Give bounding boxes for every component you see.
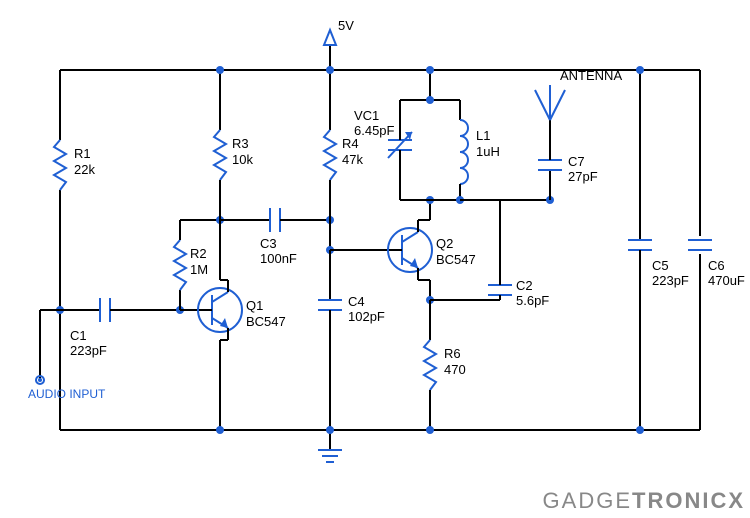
svg-text:R1: R1: [74, 146, 91, 161]
svg-text:47k: 47k: [342, 152, 363, 167]
capacitor-c4: C4 102pF: [318, 294, 385, 324]
resistor-r1: R1 22k: [54, 140, 95, 190]
ground: [318, 430, 342, 462]
svg-text:223pF: 223pF: [652, 273, 689, 288]
circuit-diagram: 5V R1 22k AUDIO INPUT C1 223pF R2 1M: [0, 0, 750, 518]
svg-text:Q1: Q1: [246, 298, 263, 313]
svg-text:C3: C3: [260, 236, 277, 251]
svg-text:5.6pF: 5.6pF: [516, 293, 549, 308]
svg-text:102pF: 102pF: [348, 309, 385, 324]
supply-label: 5V: [338, 18, 354, 33]
svg-text:1uH: 1uH: [476, 144, 500, 159]
svg-text:100nF: 100nF: [260, 251, 297, 266]
svg-text:ANTENNA: ANTENNA: [560, 68, 622, 83]
antenna: ANTENNA: [535, 68, 622, 120]
inductor-l1: L1 1uH: [460, 120, 500, 184]
svg-text:27pF: 27pF: [568, 169, 598, 184]
svg-text:R4: R4: [342, 136, 359, 151]
svg-text:6.45pF: 6.45pF: [354, 123, 395, 138]
svg-text:1M: 1M: [190, 262, 208, 277]
capacitor-c1: C1 223pF: [70, 298, 110, 358]
svg-text:C6: C6: [708, 258, 725, 273]
capacitor-c2: C2 5.6pF: [488, 278, 549, 308]
svg-text:C5: C5: [652, 258, 669, 273]
svg-text:C4: C4: [348, 294, 365, 309]
svg-text:BC547: BC547: [246, 314, 286, 329]
svg-text:VC1: VC1: [354, 108, 379, 123]
svg-text:470uF: 470uF: [708, 273, 745, 288]
resistor-r6: R6 470: [424, 340, 466, 390]
svg-text:R6: R6: [444, 346, 461, 361]
svg-text:470: 470: [444, 362, 466, 377]
svg-text:R2: R2: [190, 246, 207, 261]
svg-text:R3: R3: [232, 136, 249, 151]
supply-5v: 5V: [324, 18, 354, 70]
resistor-r3: R3 10k: [214, 130, 253, 180]
capacitor-c3: C3 100nF: [260, 208, 297, 266]
svg-text:GADGETRONICX: GADGETRONICX: [543, 488, 745, 513]
svg-text:Q2: Q2: [436, 236, 453, 251]
capacitor-c6: C6 470uF: [688, 236, 745, 288]
varcap-vc1: VC1 6.45pF: [354, 108, 412, 158]
capacitor-c7: C7 27pF: [538, 154, 598, 184]
svg-text:C7: C7: [568, 154, 585, 169]
svg-text:C1: C1: [70, 328, 87, 343]
svg-text:C2: C2: [516, 278, 533, 293]
svg-text:223pF: 223pF: [70, 343, 107, 358]
svg-text:AUDIO INPUT: AUDIO INPUT: [28, 387, 106, 401]
svg-text:22k: 22k: [74, 162, 95, 177]
svg-text:BC547: BC547: [436, 252, 476, 267]
watermark: GADGETRONICX: [543, 488, 745, 513]
capacitor-c5: C5 223pF: [628, 240, 689, 288]
transistor-q2: Q2 BC547: [388, 228, 476, 272]
svg-text:10k: 10k: [232, 152, 253, 167]
resistor-r2: R2 1M: [174, 240, 208, 290]
svg-text:L1: L1: [476, 128, 490, 143]
transistor-q1: Q1 BC547: [198, 288, 286, 332]
